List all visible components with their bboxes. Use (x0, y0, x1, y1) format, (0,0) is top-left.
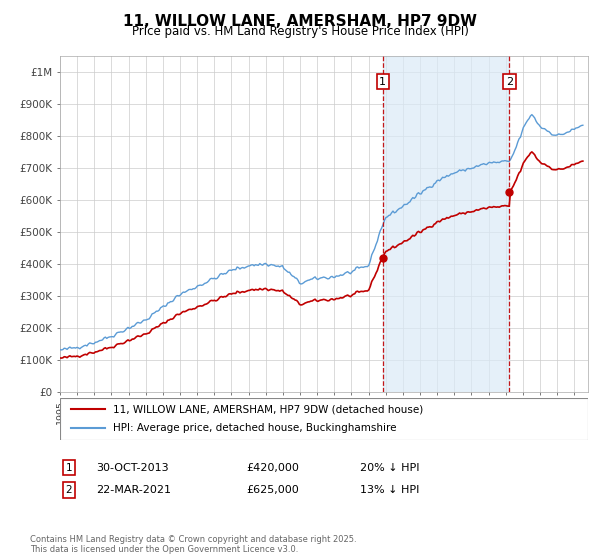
Text: Price paid vs. HM Land Registry's House Price Index (HPI): Price paid vs. HM Land Registry's House … (131, 25, 469, 38)
Bar (383, 56, 509, 392)
FancyBboxPatch shape (60, 398, 588, 440)
Text: HPI: Average price, detached house, Buckinghamshire: HPI: Average price, detached house, Buck… (113, 423, 397, 433)
Text: £420,000: £420,000 (246, 463, 299, 473)
Text: 2: 2 (65, 485, 73, 495)
Text: 1: 1 (65, 463, 73, 473)
Text: 1: 1 (379, 77, 386, 87)
Text: Contains HM Land Registry data © Crown copyright and database right 2025.
This d: Contains HM Land Registry data © Crown c… (30, 535, 356, 554)
Text: 30-OCT-2013: 30-OCT-2013 (96, 463, 169, 473)
Text: 20% ↓ HPI: 20% ↓ HPI (360, 463, 419, 473)
Text: 11, WILLOW LANE, AMERSHAM, HP7 9DW: 11, WILLOW LANE, AMERSHAM, HP7 9DW (123, 14, 477, 29)
Text: £625,000: £625,000 (246, 485, 299, 495)
Text: 22-MAR-2021: 22-MAR-2021 (96, 485, 171, 495)
Text: 13% ↓ HPI: 13% ↓ HPI (360, 485, 419, 495)
Text: 11, WILLOW LANE, AMERSHAM, HP7 9DW (detached house): 11, WILLOW LANE, AMERSHAM, HP7 9DW (deta… (113, 404, 423, 414)
Text: 2: 2 (506, 77, 513, 87)
